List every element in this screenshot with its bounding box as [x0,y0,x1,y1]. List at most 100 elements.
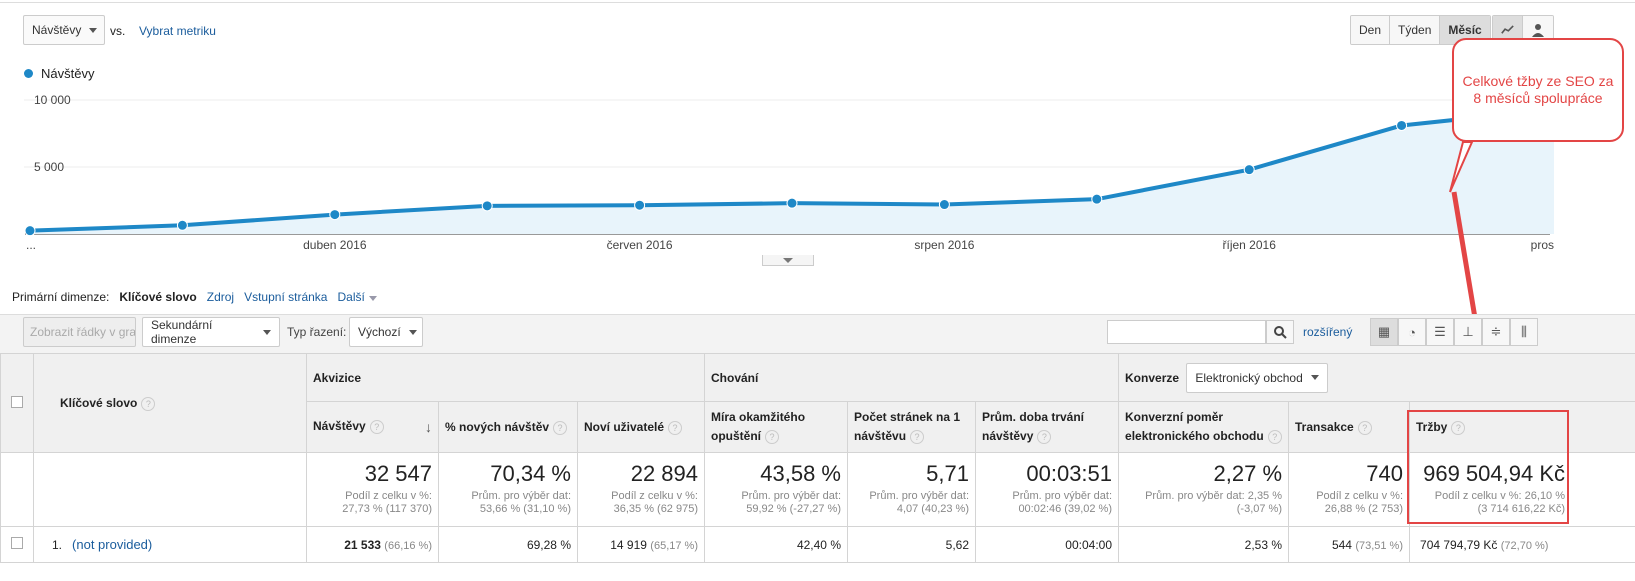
col-new-users-header[interactable]: Noví uživatelé? [577,401,705,453]
period-week-button[interactable]: Týden [1390,16,1441,44]
dimension-more-link[interactable]: Další [337,290,377,304]
help-icon[interactable]: ? [765,430,779,444]
data-point[interactable] [786,197,798,209]
primary-dimension-bar: Primární dimenze: Klíčové slovo Zdroj Vs… [12,290,377,304]
search-button[interactable] [1266,320,1294,344]
total-sub: Prům. pro výběr dat: [1012,490,1113,502]
metric-select[interactable]: Návštěvy [23,15,105,45]
plot-rows-button[interactable]: Zobrazit řádky v grafu [23,317,136,347]
pivot-view-icon[interactable]: ⫼ [1510,318,1538,346]
total-value: 2,27 % [1213,461,1283,486]
conversion-select[interactable]: Elektronický obchod [1186,362,1328,393]
sort-type-value: Výchozí [358,325,401,339]
row-new-users-value: 14 919 [610,537,647,552]
period-day-button[interactable]: Den [1351,16,1391,44]
table-search-input[interactable] [1107,320,1266,344]
data-point[interactable] [1243,164,1255,176]
total-visits: 32 547 Podíl z celku v %: 27,73 % (117 370… [306,452,439,527]
help-icon[interactable]: ? [910,430,925,444]
keyword-column-header[interactable]: Klíčové slovo? [33,353,307,453]
data-point[interactable] [938,199,950,211]
total-value: 43,58 % [760,461,841,486]
row-revenue-value: 704 794,79 Kč [1420,537,1498,552]
total-sub: Podíl z celku v %: [611,490,698,502]
data-point[interactable] [1091,193,1103,205]
row-visits-pct: (66,16 %) [384,539,432,552]
col-duration-header[interactable]: Prům. doba trvání návštěvy? [974,401,1120,453]
col-conv-rate-header[interactable]: Konverzní poměr elektronického obchodu? [1118,401,1290,453]
advanced-filter-link[interactable]: rozšířený [1303,325,1353,339]
conversion-label: Konverze [1125,370,1180,385]
col-transactions-header[interactable]: Transakce? [1288,401,1411,453]
period-switch: Den Týden Měsíc [1350,15,1491,45]
help-icon[interactable]: ? [1357,420,1372,435]
data-point[interactable] [176,219,188,231]
select-all-checkbox[interactable] [11,395,23,408]
term-cloud-view-icon[interactable]: ≑ [1482,318,1510,346]
dimension-landing-page-link[interactable]: Vstupní stránka [244,290,328,304]
total-value: 740 [1366,461,1404,486]
data-point[interactable] [329,209,341,221]
sort-type-select[interactable]: Výchozí [349,317,423,347]
x-tick-label: říjen 2016 [1223,238,1277,252]
data-point[interactable] [1396,119,1408,131]
row-revenue-pct: (72,70 %) [1500,539,1549,552]
pie-view-icon[interactable]: ◔ [1398,318,1426,346]
total-sub: Podíl z celku v %: [345,490,432,502]
acquisition-group-header: Akvizice [306,353,705,402]
total-value: 22 894 [630,461,698,486]
row-keyword-link[interactable]: (not provided) [72,537,153,552]
help-icon[interactable]: ? [1267,430,1282,444]
total-duration: 00:03:51 Prům. pro výběr dat: 00:02:46 (39… [974,452,1120,527]
total-new-visits-pct: 70,34 % Prům. pro výběr dat: 53,66 % (31,1… [438,452,578,527]
comparison-view-icon[interactable]: ⊥ [1454,318,1482,346]
chart-area-fill [30,109,1554,234]
search-icon [1273,325,1287,339]
total-sub: Prům. pro výběr dat: [869,490,969,502]
help-icon[interactable]: ? [141,396,156,411]
performance-view-icon[interactable]: ☰ [1426,318,1454,346]
secondary-dimension-label: Sekundární dimenze [151,318,213,346]
col-pages-label: Počet stránek na 1 návštěvu [854,410,961,443]
col-pages-header[interactable]: Počet stránek na 1 návštěvu? [847,401,976,453]
x-tick-label: pros [1531,238,1554,252]
help-icon[interactable]: ? [369,420,384,434]
total-sub: 26,88 % (2 753) [1324,503,1404,515]
data-point[interactable] [634,199,646,211]
select-all-cell [0,353,34,453]
row-checkbox[interactable] [11,537,23,549]
help-icon[interactable]: ? [1451,420,1466,435]
chevron-down-icon [263,329,271,335]
table-view-icon[interactable]: ▦ [1370,318,1398,346]
col-visits-header[interactable]: Návštěvy? ↓ [306,401,439,453]
data-point[interactable] [24,225,36,237]
chart-collapse-handle[interactable] [762,255,814,266]
help-icon[interactable]: ? [668,420,683,435]
data-point[interactable] [481,200,493,212]
total-sub: Podíl z celku v %: 26,10 % [1434,490,1566,502]
help-icon[interactable]: ? [553,420,568,435]
total-sub: 00:02:46 (39,02 %) [1018,503,1113,515]
col-bounce-header[interactable]: Míra okamžitého opuštění? [704,401,848,453]
col-new-visits-pct-header[interactable]: % nových návštěv? [438,401,578,453]
total-conv-rate: 2,27 % Prům. pro výběr dat: 2,35 % (-3,07 … [1118,452,1290,527]
totals-blank [0,452,34,527]
dimension-source-link[interactable]: Zdroj [206,290,235,304]
secondary-dimension-select[interactable]: Sekundární dimenze [142,317,280,347]
data-table: Klíčové slovo? Akvizice Chování Konverze… [0,353,1635,563]
top-divider [0,2,1635,3]
chevron-down-icon [783,257,793,263]
row-new-pct: 69,28 % [438,526,578,563]
total-sub: 4,07 (40,23 %) [896,503,969,515]
col-transactions-label: Transakce [1295,419,1354,434]
choose-metric-link[interactable]: Vybrat metriku [139,24,216,38]
col-revenue-header[interactable]: Tržby? [1409,401,1635,453]
total-new-users: 22 894 Podíl z celku v %: 36,35 % (62 975) [577,452,705,527]
dimension-more-label: Další [337,290,365,304]
row-new-users: 14 919 (65,17 %) [577,526,705,563]
help-icon[interactable]: ? [1037,430,1052,444]
row-revenue: 704 794,79 Kč (72,70 %) [1409,526,1635,563]
row-trans-value: 544 [1331,537,1352,552]
x-tick-label: duben 2016 [303,238,367,252]
row-index: 1. [52,538,63,552]
